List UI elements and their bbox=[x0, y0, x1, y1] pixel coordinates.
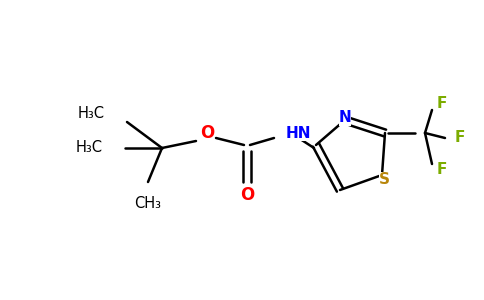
Text: F: F bbox=[437, 163, 447, 178]
Text: CH₃: CH₃ bbox=[135, 196, 162, 211]
Text: F: F bbox=[455, 130, 466, 146]
Text: S: S bbox=[378, 172, 390, 187]
Text: O: O bbox=[240, 186, 254, 204]
Text: O: O bbox=[200, 124, 214, 142]
Text: F: F bbox=[437, 97, 447, 112]
Text: H₃C: H₃C bbox=[78, 106, 105, 121]
Text: N: N bbox=[339, 110, 351, 125]
Text: H₃C: H₃C bbox=[76, 140, 103, 155]
Text: HN: HN bbox=[286, 125, 312, 140]
